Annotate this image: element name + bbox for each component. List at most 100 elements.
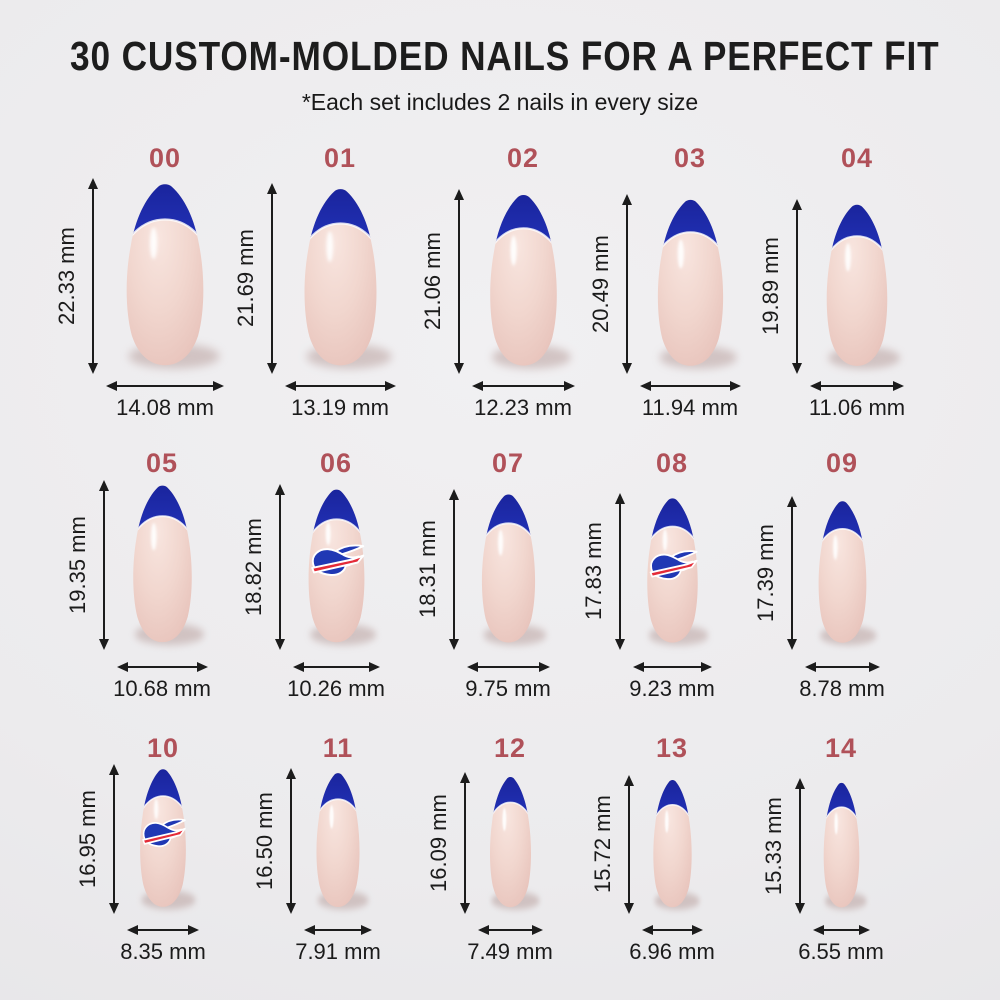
smile-line — [133, 515, 192, 569]
nail-body — [653, 779, 692, 908]
nail-size-number: 05 — [145, 448, 179, 478]
width-measure-label: 13.19 mm — [291, 395, 389, 420]
nail-illustration — [140, 769, 196, 910]
nail-illustration — [489, 777, 540, 910]
width-measure-arrow — [810, 381, 904, 391]
nail-size-number: 02 — [506, 143, 540, 173]
nail-size-number: 14 — [824, 733, 858, 763]
nail-illustration — [481, 494, 547, 646]
width-measure-arrow — [478, 925, 543, 935]
nail-size-number: 01 — [323, 143, 357, 173]
height-measure-label: 20.49 mm — [588, 235, 613, 333]
buffalo-logo — [142, 818, 186, 848]
height-measure-label: 19.35 mm — [65, 516, 90, 614]
height-measure-arrow — [286, 768, 296, 914]
smile-line — [823, 806, 860, 849]
height-measure-arrow — [99, 480, 109, 650]
width-measure-arrow — [117, 662, 208, 672]
height-measure-label: 16.09 mm — [426, 794, 451, 892]
height-measure-arrow — [460, 772, 470, 914]
nail-body — [126, 184, 204, 366]
nail-body — [316, 773, 360, 907]
nail-illustration — [653, 779, 700, 910]
height-measure-label: 15.72 mm — [590, 795, 615, 894]
gloss-highlight — [149, 227, 158, 260]
width-measure-label: 9.75 mm — [465, 676, 551, 701]
height-measure-label: 21.06 mm — [420, 232, 445, 331]
nail-illustration — [133, 485, 205, 646]
width-measure-label: 10.26 mm — [287, 676, 385, 701]
nail-illustration — [647, 498, 709, 646]
nail-illustration — [818, 501, 877, 646]
gloss-highlight — [326, 231, 334, 262]
width-measure-label: 9.23 mm — [629, 676, 715, 701]
smile-line — [126, 218, 204, 280]
nail-size-number: 10 — [146, 733, 180, 763]
nail-body — [133, 485, 192, 643]
nail-size-number: 11 — [322, 733, 354, 763]
gloss-highlight — [845, 243, 851, 272]
height-measure-label: 18.82 mm — [241, 518, 266, 616]
nail-size-number: 06 — [319, 448, 353, 478]
height-measure-arrow — [275, 484, 285, 650]
height-measure-label: 16.95 mm — [75, 790, 100, 888]
nail-body — [826, 204, 888, 366]
nail-illustration — [126, 184, 220, 369]
gloss-highlight — [329, 805, 334, 829]
width-measure-label: 11.06 mm — [808, 395, 906, 420]
gloss-highlight — [498, 529, 504, 556]
width-measure-label: 7.49 mm — [467, 939, 553, 964]
width-measure-arrow — [805, 662, 880, 672]
nail-body — [823, 782, 860, 908]
height-measure-label: 19.89 mm — [758, 237, 783, 336]
nail-size-number: 00 — [148, 143, 182, 173]
height-measure-arrow — [795, 778, 805, 914]
nail-body — [489, 777, 532, 908]
height-measure-arrow — [88, 178, 98, 374]
width-measure-arrow — [467, 662, 550, 672]
height-measure-arrow — [787, 496, 797, 650]
gloss-highlight — [664, 810, 669, 833]
width-measure-arrow — [813, 925, 870, 935]
width-measure-label: 6.96 mm — [629, 939, 715, 964]
height-measure-label: 16.50 mm — [252, 792, 277, 890]
height-measure-label: 17.39 mm — [753, 524, 778, 622]
nail-illustration — [316, 773, 369, 910]
page-title: 30 CUSTOM-MOLDED NAILS FOR A PERFECT FIT — [70, 33, 940, 79]
buffalo-logo — [311, 544, 365, 577]
gloss-highlight — [510, 235, 517, 266]
width-measure-label: 8.35 mm — [120, 939, 206, 964]
height-measure-label: 18.31 mm — [415, 520, 440, 619]
smile-line — [647, 525, 698, 575]
nail-body — [304, 189, 377, 366]
width-measure-arrow — [633, 662, 712, 672]
smile-line — [140, 795, 186, 842]
height-measure-label: 17.83 mm — [581, 522, 606, 621]
nail-size-number: 08 — [655, 448, 689, 478]
gloss-highlight — [834, 812, 838, 835]
smile-line — [308, 518, 365, 571]
width-measure-arrow — [304, 925, 372, 935]
width-measure-label: 11.94 mm — [641, 395, 739, 420]
width-measure-arrow — [293, 662, 380, 672]
height-measure-label: 15.33 mm — [761, 797, 786, 895]
nail-body — [490, 194, 557, 366]
smile-line — [489, 801, 532, 846]
smile-line — [304, 222, 377, 283]
nail-body — [818, 501, 867, 643]
smile-line — [818, 527, 867, 576]
height-measure-label: 21.69 mm — [233, 229, 258, 328]
width-measure-label: 7.91 mm — [295, 939, 381, 964]
nail-size-number: 09 — [825, 448, 859, 478]
gloss-highlight — [325, 522, 331, 546]
height-measure-arrow — [792, 199, 802, 374]
nail-size-number: 04 — [840, 143, 874, 173]
gloss-highlight — [833, 535, 838, 560]
nail-size-number: 12 — [493, 733, 527, 763]
gloss-highlight — [677, 239, 684, 269]
nail-illustration — [490, 194, 572, 369]
width-measure-arrow — [642, 925, 703, 935]
buffalo-logo — [649, 550, 698, 581]
height-measure-arrow — [267, 183, 277, 374]
